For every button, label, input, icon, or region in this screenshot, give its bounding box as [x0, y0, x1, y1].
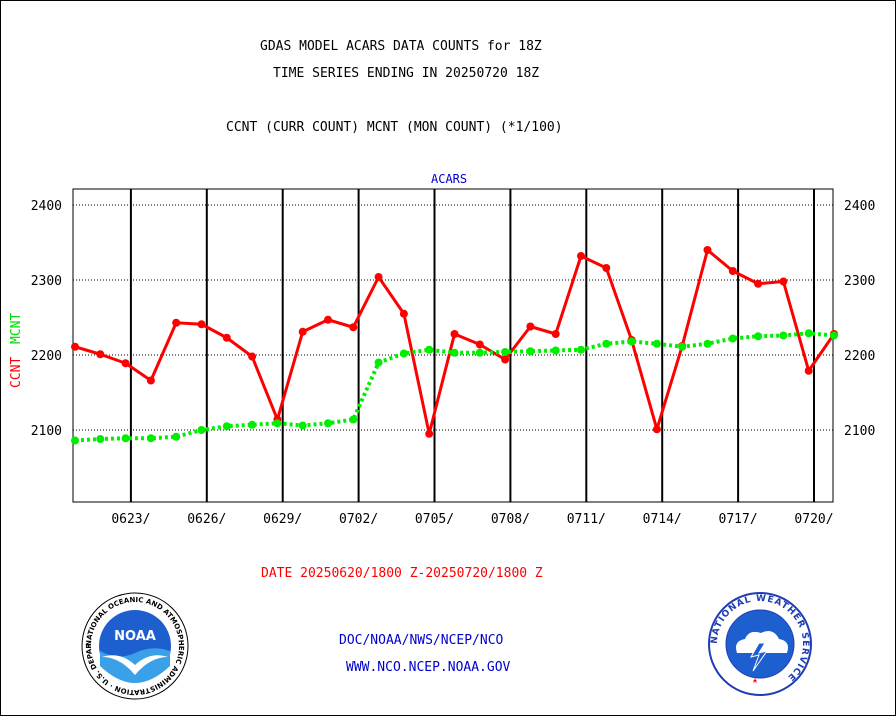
point-mcnt-21 [602, 339, 611, 348]
x-tick-label-0711: 0711/ [567, 512, 606, 527]
point-mcnt-9 [298, 421, 307, 430]
point-ccnt-4 [172, 318, 181, 327]
point-ccnt-16 [475, 340, 484, 349]
point-mcnt-10 [324, 419, 332, 428]
point-ccnt-20 [577, 252, 585, 260]
point-ccnt-23 [652, 425, 661, 434]
y-tick-label-left-2100: 2100 [31, 424, 62, 439]
nws-logo: NATIONAL WEATHER SERVICE [708, 592, 812, 696]
point-ccnt-21 [602, 264, 611, 272]
series-line-ccnt [74, 248, 836, 436]
point-ccnt-2 [121, 359, 130, 368]
point-mcnt-26 [728, 334, 737, 343]
point-mcnt-16 [475, 348, 484, 357]
point-mcnt-27 [754, 332, 763, 341]
point-ccnt-14 [425, 429, 434, 438]
y-tick-label-right-2300: 2300 [844, 274, 875, 289]
y-tick-label-right-2100: 2100 [844, 424, 875, 439]
svg-text:NOAA: NOAA [114, 629, 156, 644]
point-ccnt-18 [526, 322, 535, 331]
point-ccnt-26 [728, 267, 737, 275]
point-ccnt-28 [779, 277, 788, 286]
point-ccnt-25 [703, 246, 712, 254]
point-mcnt-19 [551, 346, 560, 355]
y-axis-label-mcnt: MCNT [9, 313, 24, 344]
point-mcnt-8 [273, 419, 282, 428]
point-ccnt-29 [804, 366, 813, 375]
x-tick-label-0705: 0705/ [415, 512, 454, 527]
x-tick-label-0717: 0717/ [719, 512, 758, 527]
agency-label: DOC/NOAA/NWS/NCEP/NCO [339, 633, 504, 648]
point-mcnt-12 [374, 358, 383, 367]
y-tick-label-left-2400: 2400 [31, 199, 62, 214]
x-tick-label-0623: 0623/ [111, 512, 150, 527]
point-mcnt-22 [627, 337, 636, 346]
point-ccnt-12 [374, 273, 383, 281]
date-range-label: DATE 20250620/1800 Z-20250720/1800 Z [261, 566, 543, 581]
x-tick-label-0629: 0629/ [263, 512, 302, 527]
point-ccnt-0 [71, 342, 79, 351]
point-mcnt-25 [703, 339, 712, 348]
noaa-logo: NATIONAL OCEANIC AND ATMOSPHERIC ADMINIS… [80, 591, 189, 700]
point-mcnt-20 [577, 345, 585, 354]
x-tick-label-0720: 0720/ [794, 512, 833, 527]
point-mcnt-6 [222, 422, 231, 431]
point-ccnt-10 [324, 315, 332, 324]
point-mcnt-14 [425, 345, 434, 354]
point-mcnt-2 [121, 434, 130, 443]
y-tick-label-left-2200: 2200 [31, 349, 62, 364]
y-tick-label-left-2300: 2300 [31, 274, 62, 289]
x-tick-label-0714: 0714/ [643, 512, 682, 527]
point-mcnt-23 [652, 339, 661, 348]
x-tick-label-0708: 0708/ [491, 512, 530, 527]
point-ccnt-7 [248, 352, 257, 361]
point-ccnt-27 [754, 279, 763, 288]
point-ccnt-11 [349, 323, 358, 332]
point-mcnt-4 [172, 432, 181, 441]
point-mcnt-3 [146, 434, 155, 443]
point-mcnt-11 [349, 415, 358, 424]
point-ccnt-15 [450, 330, 459, 338]
y-tick-label-right-2400: 2400 [844, 199, 875, 214]
chart-subtitle: CCNT (CURR COUNT) MCNT (MON COUNT) (*1/1… [226, 120, 563, 135]
point-mcnt-29 [804, 329, 813, 338]
point-mcnt-7 [248, 420, 257, 429]
point-mcnt-24 [678, 342, 687, 351]
point-mcnt-28 [779, 331, 788, 340]
point-mcnt-15 [450, 348, 459, 357]
point-ccnt-13 [399, 309, 408, 318]
point-ccnt-17 [501, 355, 510, 364]
point-mcnt-13 [399, 349, 408, 358]
point-ccnt-6 [222, 333, 231, 342]
point-ccnt-9 [298, 327, 307, 336]
point-ccnt-19 [551, 330, 560, 338]
point-ccnt-1 [96, 350, 105, 359]
website-link[interactable]: WWW.NCO.NCEP.NOAA.GOV [346, 660, 511, 675]
y-axis-label-ccnt: CCNT [9, 357, 24, 388]
x-tick-label-0626: 0626/ [187, 512, 226, 527]
point-mcnt-18 [526, 347, 535, 356]
chart-title-line2: TIME SERIES ENDING IN 20250720 18Z [273, 66, 540, 81]
plot-title: ACARS [431, 172, 468, 186]
point-ccnt-5 [197, 320, 206, 329]
x-tick-label-0702: 0702/ [339, 512, 378, 527]
point-ccnt-3 [146, 376, 155, 385]
point-mcnt-17 [501, 348, 510, 356]
y-tick-label-right-2200: 2200 [844, 349, 875, 364]
point-mcnt-30 [830, 331, 838, 340]
point-mcnt-1 [96, 435, 105, 443]
chart-title-line1: GDAS MODEL ACARS DATA COUNTS for 18Z [260, 39, 542, 54]
point-mcnt-0 [71, 436, 79, 445]
point-mcnt-5 [197, 426, 206, 434]
